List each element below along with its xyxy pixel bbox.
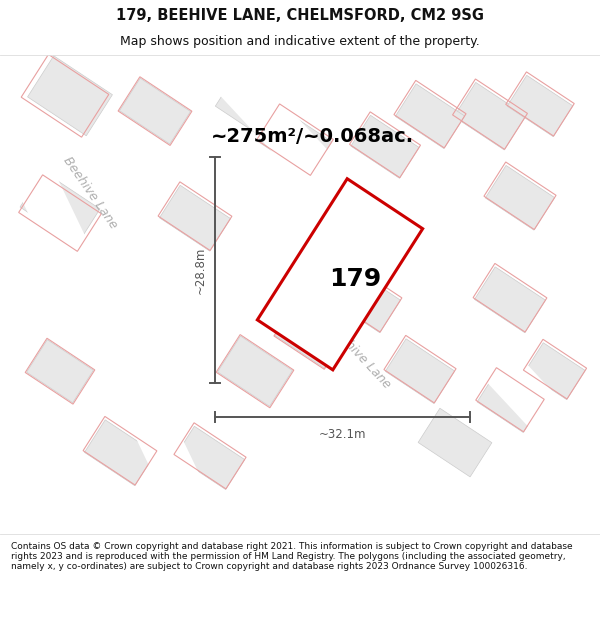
- Polygon shape: [525, 342, 585, 399]
- Polygon shape: [418, 408, 492, 477]
- Polygon shape: [385, 339, 455, 404]
- Text: 179, BEEHIVE LANE, CHELMSFORD, CM2 9SG: 179, BEEHIVE LANE, CHELMSFORD, CM2 9SG: [116, 8, 484, 23]
- Polygon shape: [454, 82, 526, 150]
- Polygon shape: [160, 185, 230, 251]
- Text: ~32.1m: ~32.1m: [319, 428, 366, 441]
- Polygon shape: [275, 303, 344, 368]
- Polygon shape: [175, 426, 245, 489]
- Polygon shape: [119, 78, 191, 144]
- Polygon shape: [485, 166, 554, 230]
- Polygon shape: [507, 76, 573, 137]
- Polygon shape: [26, 339, 94, 402]
- Text: ~28.8m: ~28.8m: [193, 246, 206, 294]
- Polygon shape: [477, 371, 543, 432]
- Polygon shape: [351, 115, 419, 178]
- Polygon shape: [218, 336, 292, 406]
- Text: Beehive Lane: Beehive Lane: [61, 154, 119, 231]
- Text: Contains OS data © Crown copyright and database right 2021. This information is : Contains OS data © Crown copyright and d…: [11, 542, 572, 571]
- Text: 179: 179: [329, 268, 381, 291]
- Polygon shape: [257, 179, 422, 370]
- Polygon shape: [85, 420, 155, 486]
- Text: Map shows position and indicative extent of the property.: Map shows position and indicative extent…: [120, 35, 480, 48]
- Text: Beehive Lane: Beehive Lane: [326, 321, 394, 391]
- Polygon shape: [395, 84, 464, 149]
- Polygon shape: [475, 267, 545, 332]
- Polygon shape: [20, 171, 100, 245]
- Polygon shape: [215, 74, 284, 138]
- Polygon shape: [28, 56, 112, 136]
- Polygon shape: [329, 267, 401, 332]
- Polygon shape: [258, 107, 332, 176]
- Text: ~275m²/~0.068ac.: ~275m²/~0.068ac.: [211, 127, 413, 146]
